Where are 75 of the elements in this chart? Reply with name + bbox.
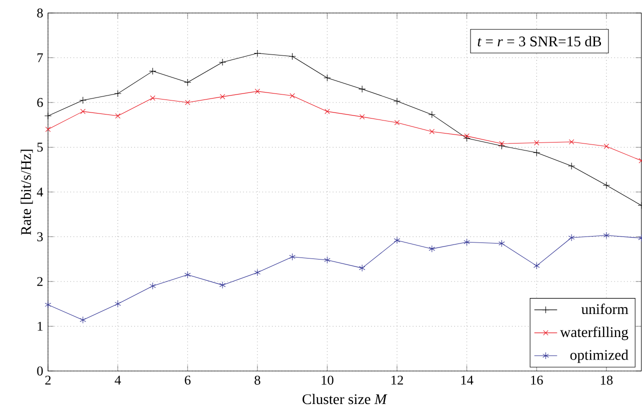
point [254,50,262,57]
y-axis-title: Rate [bit/s/Hz] [20,150,33,235]
point [44,112,52,120]
point [568,234,575,242]
point [184,100,190,106]
point [533,149,540,156]
point [219,281,226,289]
x-tick-label: 6 [184,376,191,385]
point [393,98,401,105]
point [604,144,610,149]
point [114,300,121,308]
point [114,90,122,98]
point [79,96,87,104]
point [464,238,470,246]
point [534,140,540,146]
point [254,268,261,276]
y-tick-label: 7 [38,53,43,62]
point [115,113,120,119]
y-tick-label: 2 [37,277,43,286]
point [150,95,156,101]
point [45,126,51,132]
point [324,74,331,82]
y-tick-label: 4 [36,188,44,196]
point [80,316,86,324]
point [429,128,435,134]
point [149,68,156,75]
point [324,108,330,114]
point [603,232,610,240]
point [358,85,366,93]
point [288,52,296,60]
y-tick-label: 6 [37,98,43,107]
point [220,94,226,100]
x-axis-title: Cluster size M [302,394,388,404]
x-tick-label: 2 [45,376,51,385]
point [498,240,505,248]
point [150,282,156,290]
legend-label: optimized [570,350,628,363]
annotation: t = r = 3 SNR=15 dB [478,36,602,46]
point [324,256,330,264]
point [568,139,574,145]
y-tick-label: 5 [37,142,43,152]
point [428,110,436,118]
point [358,264,366,272]
x-tick-label: 10 [322,376,334,385]
point [568,162,576,170]
point [289,253,296,260]
point [254,88,260,94]
point [463,134,470,142]
y-tick-label: 0 [37,366,43,376]
point [428,245,436,252]
y-tick-label: 1 [38,322,43,331]
point [499,141,504,146]
point [602,182,610,189]
point [80,108,86,114]
point [394,236,400,244]
point [464,133,470,139]
x-tick-label: 18 [600,376,613,385]
x-tick-label: 4 [114,376,121,384]
x-tick-label: 16 [531,376,543,385]
x-tick-label: 12 [392,376,403,385]
point [290,93,295,98]
x-tick-label: 14 [461,376,474,384]
point [184,271,191,278]
legend-label: waterfilling [560,326,628,340]
x-tick-label: 8 [254,376,260,385]
y-tick-label: 3 [37,232,43,242]
point [184,78,192,86]
point [44,301,52,308]
legend-label: uniform [581,304,628,314]
point [359,114,365,120]
point [394,120,400,126]
y-tick-label: 8 [37,8,43,18]
point [498,142,506,150]
point [533,262,540,270]
point [218,58,226,66]
